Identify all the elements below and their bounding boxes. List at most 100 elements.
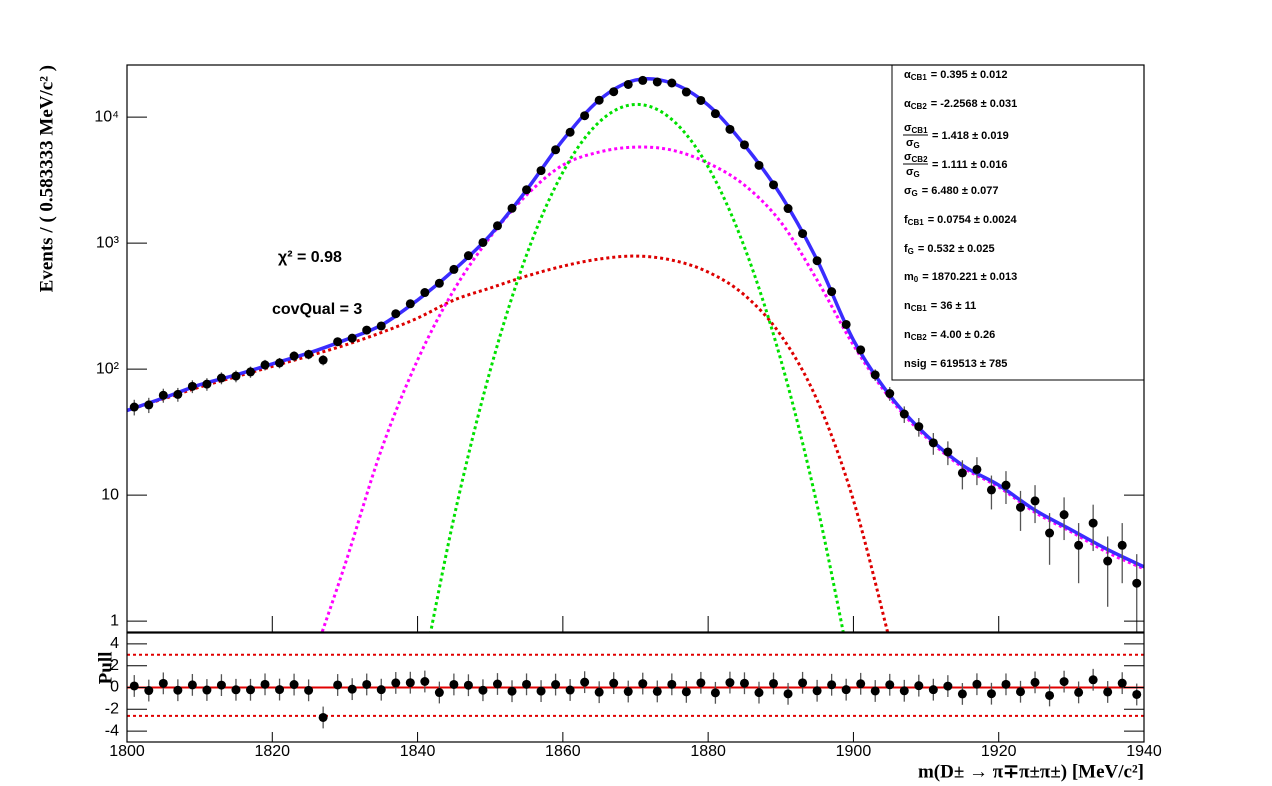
param-symbol: f [904,243,908,255]
data-point [841,319,851,329]
param-symbol: m [904,271,914,283]
pull-point [405,678,415,688]
param-row: nCB1 = 36 ± 11 [904,300,976,313]
pull-point [580,677,590,687]
pull-point [522,679,532,689]
data-point [812,256,822,266]
data-point [551,145,561,155]
pull-point [1132,689,1142,699]
data-point [449,264,459,274]
data-point [696,95,706,105]
pull-point [318,712,328,722]
data-point [347,333,357,343]
data-point [144,400,154,410]
pull-point [914,681,924,691]
data-point [1059,510,1069,520]
data-point [158,390,168,400]
data-point [667,78,677,88]
param-row: αCB1 = 0.395 ± 0.012 [904,69,1007,82]
data-point [769,180,779,190]
pull-point [1045,690,1055,700]
param-symbol: n [904,300,911,312]
data-point [1001,480,1011,490]
param-symbol: σ [906,137,914,149]
y-tick-label: -2 [105,701,119,718]
data-point [187,381,197,391]
x-tick-label: 1880 [690,743,726,760]
pull-point [158,678,168,688]
pull-point [347,684,357,694]
pull-point [173,685,183,695]
param-value: = 0.0754 ± 0.0024 [928,214,1018,226]
pull-point [667,679,677,689]
pull-point [376,685,386,695]
pull-point [928,685,938,695]
data-point [1132,578,1142,588]
param-symbol: σ [906,166,914,178]
data-point [594,95,604,105]
y-tick-label: -4 [105,722,119,739]
pull-point [1117,678,1127,688]
data-point [1074,540,1084,550]
data-point [827,287,837,297]
param-subscript: 0 [914,275,919,284]
param-row: fCB1 = 0.0754 ± 0.0024 [904,214,1017,227]
data-point [391,309,401,319]
pull-point [304,685,314,695]
data-point [899,409,909,419]
pull-point [420,677,430,687]
data-point [739,140,749,150]
y-tick-label: 10² [96,360,120,377]
param-symbol: α [904,69,911,81]
pull-point [1030,677,1040,687]
pull-point [202,685,212,695]
data-point [507,203,517,213]
param-subscript: CB2 [911,333,928,342]
data-point [405,299,415,309]
pull-point [812,686,822,696]
data-point [231,371,241,381]
param-row: σG = 6.480 ± 0.077 [904,185,998,198]
data-point [289,351,299,361]
pull-point [725,678,735,688]
pull-point [231,685,241,695]
param-symbol: α [904,98,911,110]
pull-point [275,685,285,695]
pull-point [1059,677,1069,687]
main-frame [126,64,1145,633]
data-point [580,111,590,121]
param-value: = 0.532 ± 0.025 [918,243,995,255]
data-point [1088,518,1098,528]
pull-point [594,687,604,697]
data-point [275,358,285,368]
param-symbol: σ [904,185,912,197]
y-tick-label: 2 [110,657,119,674]
pull-point [986,689,996,699]
param-value: = -2.2568 ± 0.031 [931,98,1017,110]
param-value: = 1.418 ± 0.019 [932,130,1009,142]
pull-point [216,680,226,690]
data-point [798,229,808,239]
data-point [260,360,270,370]
pull-point [652,686,662,696]
param-symbol: nsig [904,358,927,370]
param-row: nsig = 619513 ± 785 [904,358,1007,370]
pull-point [885,680,895,690]
data-point [870,370,880,380]
param-value: = 6.480 ± 0.077 [922,185,999,197]
pull-point [769,678,779,688]
data-point [652,77,662,87]
pull-point [827,680,837,690]
y-tick-label: 10³ [96,234,120,251]
param-subscript: CB1 [908,218,925,227]
param-numerator: σCB2 [904,151,928,164]
data-point [202,379,212,389]
data-point [463,251,473,261]
data-point [623,79,633,89]
data-point [725,124,735,134]
pull-point [507,686,517,696]
data-point [972,464,982,474]
param-subscript: CB2 [911,102,928,111]
pull-point [536,686,546,696]
